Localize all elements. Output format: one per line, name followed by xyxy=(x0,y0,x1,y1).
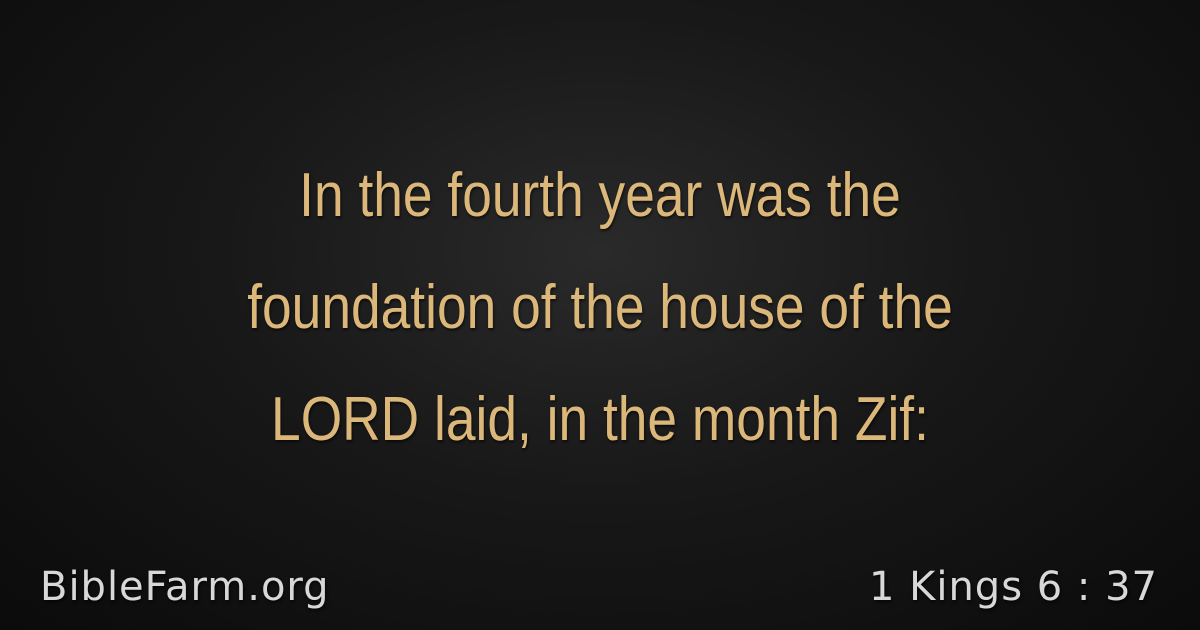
verse-reference: 1 Kings 6 : 37 xyxy=(868,564,1158,610)
verse-line: LORD laid, in the month Zif: xyxy=(271,385,929,454)
verse-text: In the fourth year was the foundation of… xyxy=(136,140,1065,476)
site-brand: BibleFarm.org xyxy=(40,564,330,610)
verse-line: In the fourth year was the xyxy=(299,161,901,230)
verse-line: foundation of the house of the xyxy=(247,273,953,342)
